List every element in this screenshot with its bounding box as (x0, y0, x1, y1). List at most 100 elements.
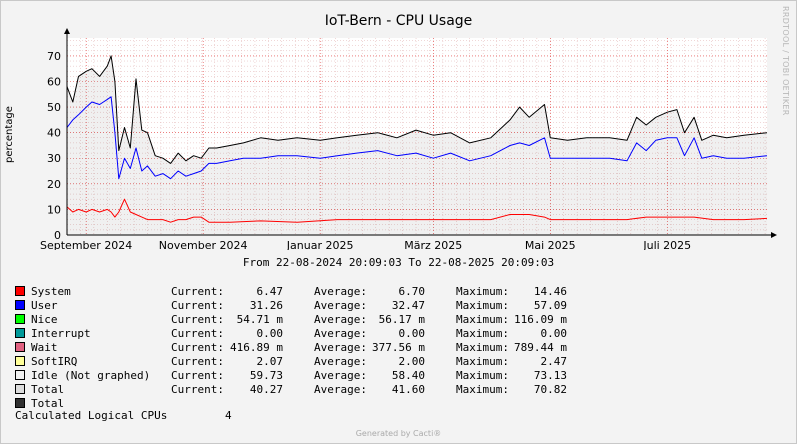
footer-credit: Generated by Cacti® (355, 429, 442, 438)
legend-maximum-key: Maximum: (456, 284, 509, 298)
legend-average-value: 0.00 (372, 326, 425, 340)
y-tick-label: 40 (47, 127, 61, 140)
legend-average-key: Average: (314, 312, 367, 326)
y-tick-label: 60 (47, 75, 61, 88)
legend-current-value: 54.71 m (230, 312, 283, 326)
legend-maximum-value: 2.47 (514, 354, 567, 368)
legend-current-key: Current: (171, 284, 224, 298)
cpu-count-label: Calculated Logical CPUs (15, 409, 168, 422)
legend-maximum-key: Maximum: (456, 298, 509, 312)
legend-current-value: 31.26 (230, 298, 283, 312)
legend-swatch (15, 342, 25, 352)
legend-label: Total (31, 396, 65, 410)
total-area-fill (67, 55, 767, 236)
legend-current-value: 6.47 (230, 284, 283, 298)
legend-average-key: Average: (314, 368, 367, 382)
legend-label: SoftIRQ (31, 354, 78, 368)
legend-row: User Current: 31.26 Average: 32.47 Maximum:… (15, 298, 567, 312)
series-line-system (66, 198, 768, 223)
legend-current-value: 0.00 (230, 326, 283, 340)
x-tick-label: November 2024 (159, 239, 248, 250)
legend-current-key: Current: (171, 368, 224, 382)
legend: System Current: 6.47 Average: 6.70 Maximum:… (15, 284, 567, 410)
legend-swatch (15, 314, 25, 324)
legend-current-value: 2.07 (230, 354, 283, 368)
legend-maximum-key: Maximum: (456, 354, 509, 368)
legend-row: Nice Current: 54.71 m Average: 56.17 m Maxi… (15, 312, 567, 326)
legend-label: Idle (Not graphed) (31, 368, 151, 382)
legend-average-key: Average: (314, 354, 367, 368)
legend-label: System (31, 284, 71, 298)
x-tick-label: Januar 2025 (286, 239, 354, 250)
legend-average-value: 32.47 (372, 298, 425, 312)
legend-maximum-key: Maximum: (456, 368, 509, 382)
legend-row: SoftIRQ Current: 2.07 Average: 2.00 Maximum… (15, 354, 567, 368)
legend-maximum-value: 70.82 (514, 382, 567, 396)
legend-average-key: Average: (314, 284, 367, 298)
legend-swatch (15, 384, 25, 394)
legend-row: Wait Current: 416.89 m Average: 377.56 m Maxi… (15, 340, 567, 354)
legend-maximum-value: 73.13 (514, 368, 567, 382)
legend-label: Interrupt (31, 326, 91, 340)
legend-current-value: 416.89 m (230, 340, 283, 354)
legend-swatch (15, 398, 25, 408)
legend-current-key: Current: (171, 354, 224, 368)
x-tick-label: September 2024 (40, 239, 132, 250)
legend-label: Nice (31, 312, 58, 326)
legend-average-key: Average: (314, 340, 367, 354)
legend-row: Total Current: 40.27 Average: 41.60 Maximum… (15, 382, 567, 396)
series-line-user (66, 96, 768, 180)
x-tick-label: März 2025 (404, 239, 462, 250)
legend-average-value: 58.40 (372, 368, 425, 382)
legend-maximum-key: Maximum: (456, 326, 509, 340)
legend-maximum-key: Maximum: (456, 382, 509, 396)
legend-average-value: 377.56 m (372, 340, 425, 354)
legend-current-key: Current: (171, 340, 224, 354)
legend-swatch (15, 356, 25, 366)
legend-label: Total (31, 382, 65, 396)
rrdtool-tag: RRDTOOL / TOBI OETIKER (781, 6, 790, 116)
cpu-count-value: 4 (225, 409, 232, 422)
legend-maximum-value: 789.44 m (514, 340, 567, 354)
legend-swatch (15, 370, 25, 380)
date-range: From 22-08-2024 20:09:03 To 22-08-2025 2… (242, 256, 555, 269)
series-line-total (66, 55, 768, 164)
plot-background (67, 38, 767, 235)
x-tick-label: Mai 2025 (525, 239, 576, 250)
legend-row: Interrupt Current: 0.00 Average: 0.00 Maxim… (15, 326, 567, 340)
x-tick-label: Juli 2025 (642, 239, 691, 250)
x-axis-arrow (771, 232, 777, 238)
legend-average-key: Average: (314, 298, 367, 312)
legend-average-value: 41.60 (372, 382, 425, 396)
legend-maximum-value: 116.09 m (514, 312, 567, 326)
chart-title: IoT-Bern - CPU Usage (324, 13, 473, 29)
y-tick-label: 10 (47, 203, 61, 216)
legend-average-value: 6.70 (372, 284, 425, 298)
legend-swatch (15, 286, 25, 296)
series-layer (66, 55, 768, 236)
legend-current-key: Current: (171, 298, 224, 312)
legend-row: System Current: 6.47 Average: 6.70 Maximum:… (15, 284, 567, 298)
legend-current-key: Current: (171, 326, 224, 340)
y-tick-label: 70 (47, 50, 61, 63)
cpu-count-row: Calculated Logical CPUs 4 (15, 409, 232, 422)
legend-average-key: Average: (314, 382, 367, 396)
legend-swatch (15, 328, 25, 338)
y-tick-label: 20 (47, 178, 61, 191)
legend-current-value: 40.27 (230, 382, 283, 396)
chart-canvas: 0 10 20 30 40 50 60 70 September 2024 November 20… (40, 28, 777, 250)
legend-average-value: 2.00 (372, 354, 425, 368)
y-tick-label: 50 (47, 101, 61, 114)
legend-swatch (15, 300, 25, 310)
legend-row: Total (15, 396, 567, 410)
axis-layer: 0 10 20 30 40 50 60 70 September 2024 November 20… (40, 28, 777, 250)
y-tick-label: 30 (47, 152, 61, 165)
legend-maximum-key: Maximum: (456, 340, 509, 354)
legend-current-value: 59.73 (230, 368, 283, 382)
y-axis-arrow (64, 28, 70, 34)
legend-average-key: Average: (314, 326, 367, 340)
legend-maximum-key: Maximum: (456, 312, 509, 326)
legend-row: Idle (Not graphed) Current: 59.73 Average:… (15, 368, 567, 382)
legend-label: User (31, 298, 58, 312)
legend-current-key: Current: (171, 382, 224, 396)
